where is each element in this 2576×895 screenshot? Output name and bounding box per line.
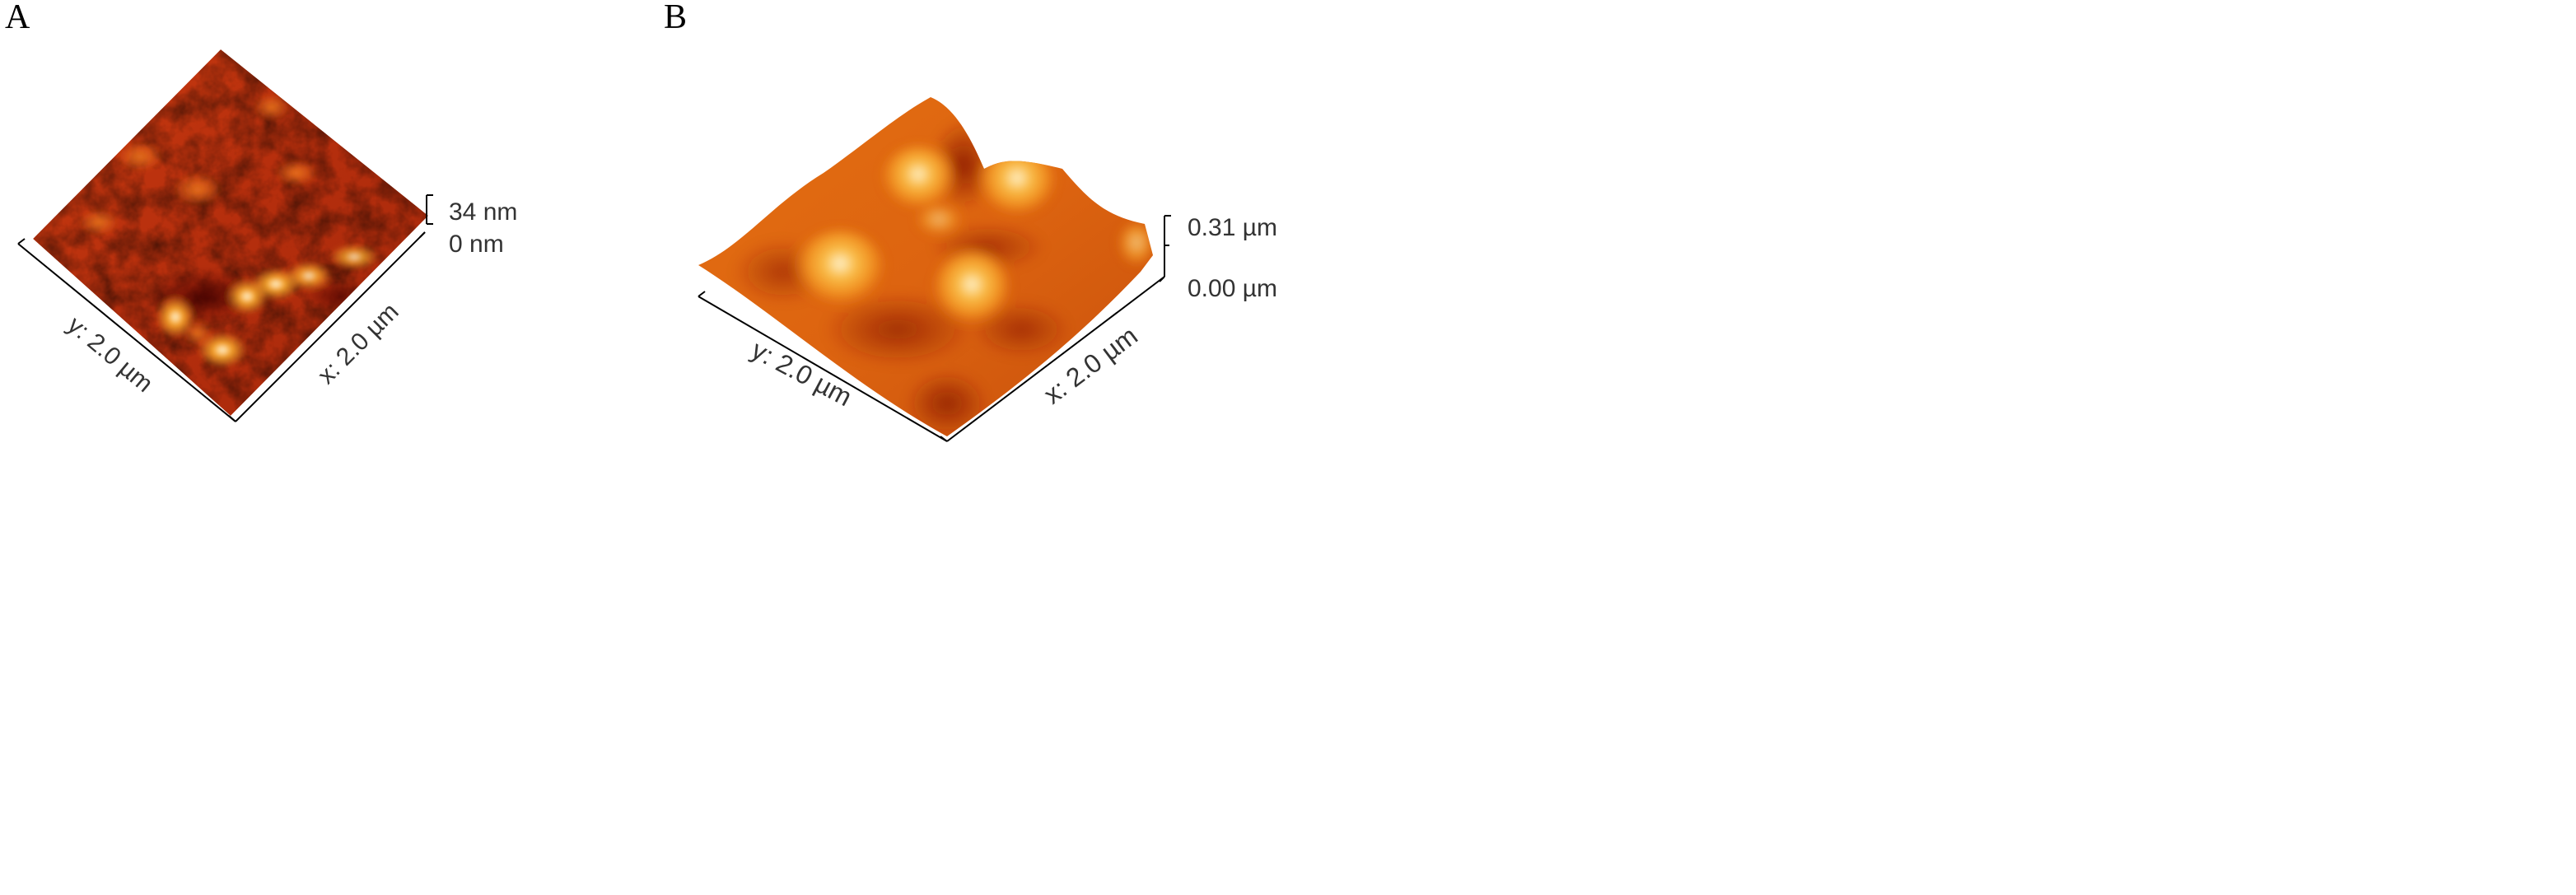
panel-a-z-min-label: 0 nm: [449, 231, 504, 258]
panel-a: A: [5, 0, 517, 422]
panel-b-letter: B: [664, 0, 687, 36]
panel-b-surface-image: [698, 97, 1153, 436]
panel-b-z-min-label: 0.00 µm: [1188, 275, 1277, 302]
panel-a-axes: [17, 194, 433, 422]
panel-b-y-axis-line: [698, 296, 948, 442]
panel-a-letter: A: [5, 0, 30, 36]
panel-a-surface-image: [33, 49, 428, 416]
panel-a-y-axis-line: [17, 243, 236, 422]
panel-b: B: [664, 0, 1277, 442]
panel-a-z-max-label: 34 nm: [449, 198, 517, 226]
panel-b-axes: [698, 215, 1171, 442]
panel-b-z-max-label: 0.31 µm: [1188, 214, 1277, 241]
panel-b-x-axis-line: [946, 276, 1165, 442]
panel-a-x-axis-line: [235, 231, 426, 422]
